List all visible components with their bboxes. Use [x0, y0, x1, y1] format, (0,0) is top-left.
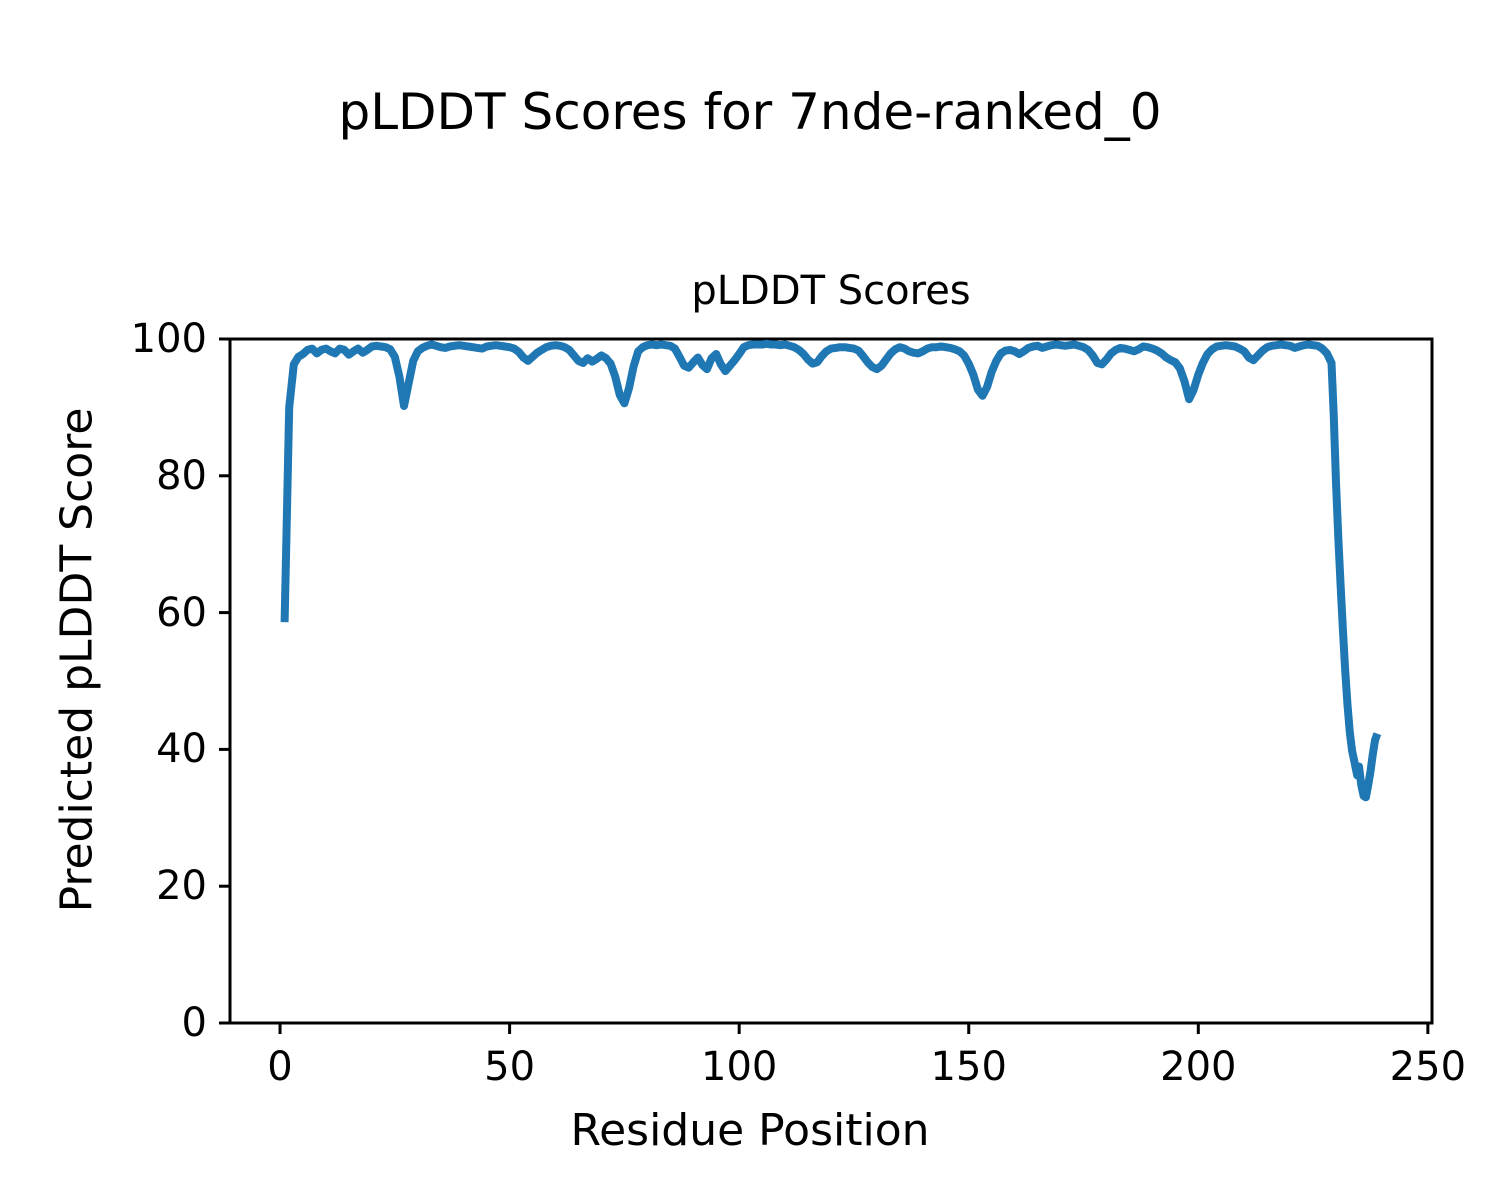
x-tick-label: 100	[700, 1044, 778, 1090]
x-tick-label: 150	[930, 1044, 1007, 1090]
x-tick-label: 50	[484, 1044, 536, 1090]
y-tick-label: 0	[181, 1000, 207, 1046]
y-tick-label: 20	[156, 863, 207, 910]
plddt-line	[280, 339, 1382, 802]
y-axis-label: Predicted pLDDT Score	[51, 407, 103, 913]
x-axis-label: Residue Position	[570, 1105, 930, 1156]
y-tick-label: 80	[156, 452, 207, 499]
x-tick-label: 250	[1389, 1044, 1467, 1090]
y-tick-label: 60	[156, 589, 207, 636]
x-tick-label: 200	[1160, 1044, 1237, 1090]
figure-suptitle: pLDDT Scores for 7nde-ranked_0	[338, 83, 1162, 141]
x-tick-label: 0	[267, 1044, 293, 1090]
axes-spines	[228, 337, 1434, 1025]
y-tick-label: 100	[130, 316, 207, 362]
axes-title: pLDDT Scores	[691, 268, 971, 314]
y-tick-label: 40	[156, 726, 207, 773]
